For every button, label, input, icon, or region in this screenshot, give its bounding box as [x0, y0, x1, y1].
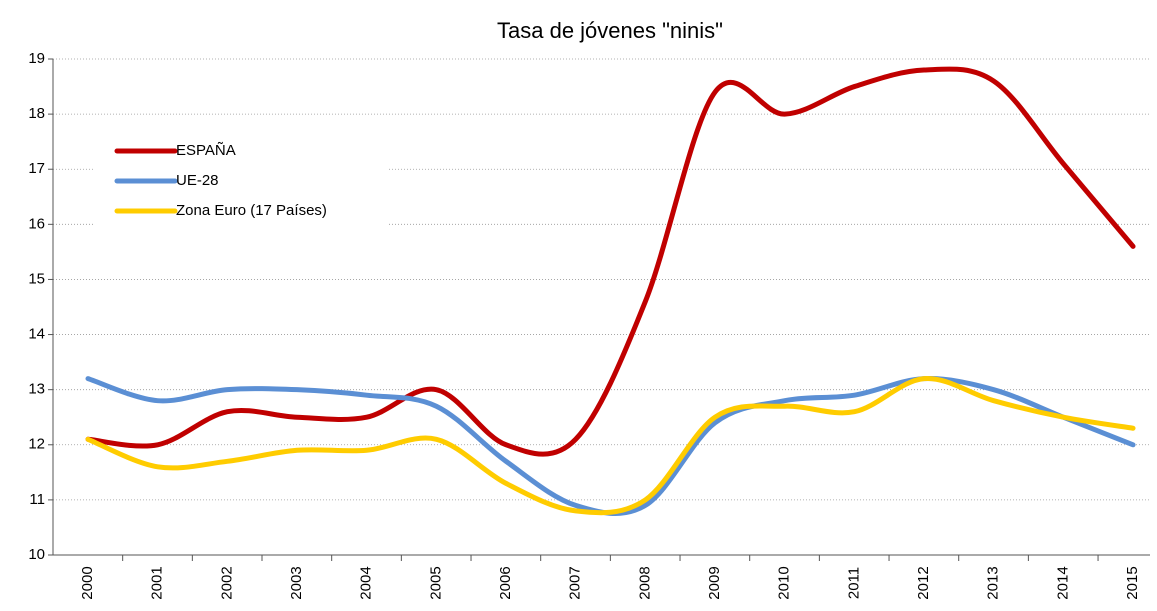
y-tick-label: 16: [28, 215, 45, 232]
x-tick-label: 2007: [567, 566, 584, 599]
y-tick-label: 13: [28, 381, 45, 398]
x-tick-label: 2000: [79, 566, 96, 599]
y-tick-label: 14: [28, 326, 45, 343]
x-tick-label: 2005: [427, 566, 444, 599]
x-tick-label: 2010: [776, 566, 793, 599]
x-tick-label: 2002: [218, 566, 235, 599]
x-tick-label: 2011: [845, 567, 862, 599]
x-tick-label: 2013: [985, 566, 1002, 599]
x-tick-label: 2004: [358, 566, 375, 599]
legend-label: ESPAÑA: [176, 142, 236, 159]
x-tick-label: 2006: [497, 566, 514, 599]
legend-label: Zona Euro (17 Países): [176, 202, 327, 219]
y-tick-label: 12: [28, 436, 45, 453]
x-tick-label: 2001: [149, 566, 166, 599]
y-tick-label: 18: [28, 105, 45, 122]
x-tick-label: 2012: [915, 566, 932, 599]
chart-title: Tasa de jóvenes "ninis": [497, 18, 723, 43]
legend-label: UE-28: [176, 172, 219, 189]
series-line: [85, 376, 1136, 516]
y-tick-label: 15: [28, 270, 45, 287]
y-tick-label: 19: [28, 50, 45, 67]
series-line: [85, 66, 1136, 457]
x-tick-label: 2008: [636, 566, 653, 599]
x-tick-label: 2014: [1054, 566, 1071, 599]
x-tick-label: 2009: [706, 566, 723, 599]
y-tick-label: 17: [28, 160, 45, 177]
y-tick-label: 10: [28, 546, 45, 563]
y-tick-label: 11: [29, 491, 45, 508]
x-tick-label: 2015: [1124, 566, 1141, 599]
x-tick-label: 2003: [288, 566, 305, 599]
series-line: [85, 376, 1136, 516]
